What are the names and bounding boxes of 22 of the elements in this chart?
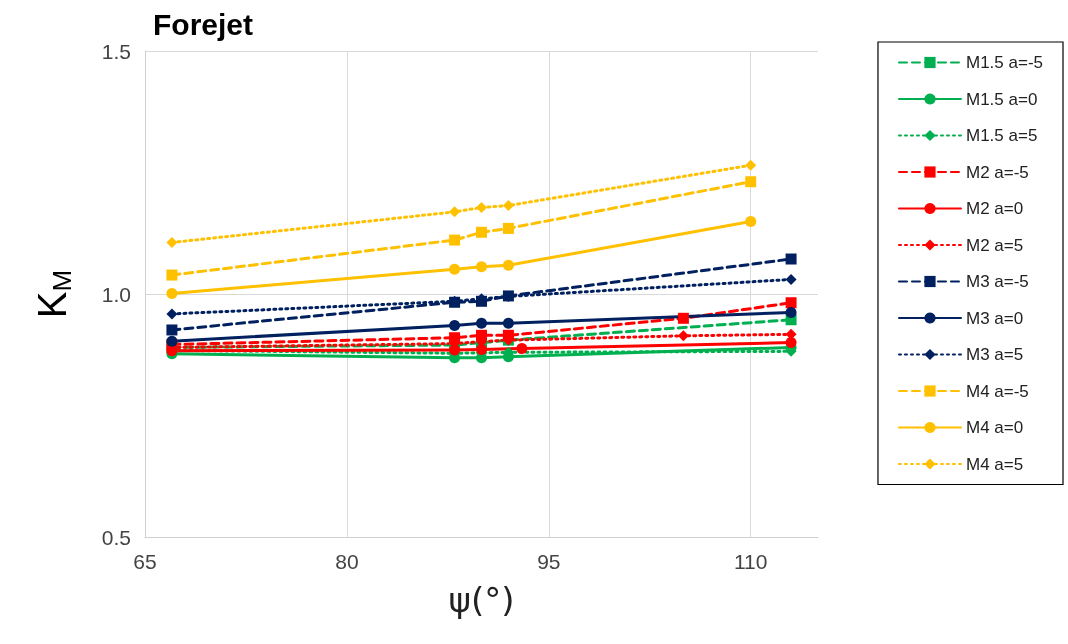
y-tick-label: 1.5 [101, 39, 131, 63]
x-tick-label: 110 [733, 550, 768, 573]
legend-label: M2 a=-5 [965, 162, 1029, 182]
y-axis-title: KM [30, 269, 77, 319]
legend-label: M3 a=-5 [965, 272, 1029, 291]
x-axis-title: ψ(°) [448, 580, 515, 620]
x-tick-label: 80 [335, 550, 359, 573]
x-tick-label: 65 [133, 550, 157, 573]
legend-label: M4 a=-5 [965, 381, 1029, 401]
legend-label: M3 a=0 [965, 308, 1024, 328]
chart-title: Forejet [153, 7, 254, 41]
legend-label: M1.5 a=0 [965, 89, 1038, 109]
legend-label: M2 a=0 [965, 199, 1024, 218]
legend-label: M1.5 a=5 [965, 126, 1038, 145]
legend-label: M4 a=5 [965, 454, 1024, 474]
y-tick-label: 0.5 [101, 525, 131, 549]
legend-label: M1.5 a=-5 [965, 53, 1043, 72]
legend-label: M2 a=5 [965, 235, 1024, 255]
legend-label: M3 a=5 [965, 345, 1024, 364]
legend-label: M4 a=0 [965, 418, 1024, 437]
y-tick-label: 1.0 [101, 282, 131, 306]
x-tick-label: 95 [537, 550, 561, 573]
